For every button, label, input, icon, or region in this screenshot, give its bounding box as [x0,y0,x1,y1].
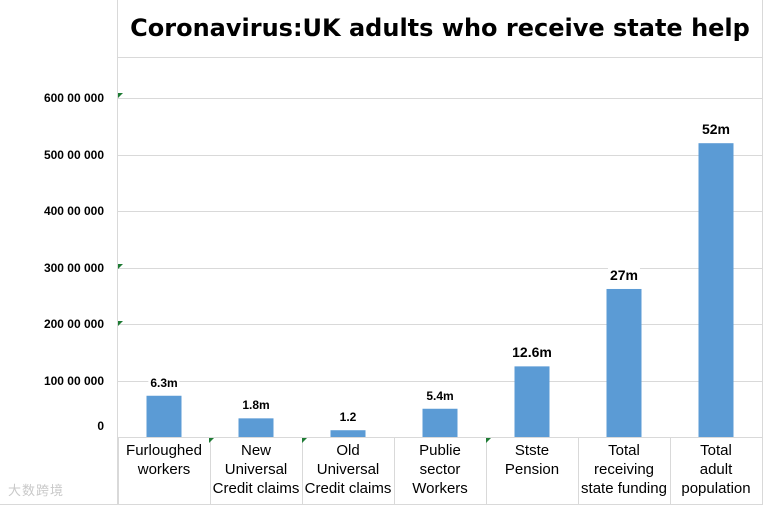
category-label: Stste Pension [504,442,560,478]
category-label: Total adult population [681,442,751,497]
bar [330,430,366,437]
cell-marker [209,438,214,443]
cell-marker [486,438,491,443]
chart-title: Coronavirus:UK adults who receive state … [130,14,750,42]
y-tick-label: 400 00 000 [43,204,104,218]
cell-marker [118,321,123,326]
cell-marker [118,93,123,98]
bar [606,288,642,437]
category-label: Furloughed workers [126,442,202,478]
y-tick-label: 200 00 000 [43,317,104,331]
data-label: 52m [699,121,733,138]
data-label: 12.6m [510,344,554,361]
category-label: New Universal Credit claims [212,442,300,497]
y-tick-label: 500 00 000 [43,147,104,162]
y-tick-label: 300 00 000 [43,260,104,275]
bar [238,418,274,437]
data-label: 6.3m [148,375,180,390]
y-tick-label: 600 00 000 [43,91,104,105]
y-tick-label: 0 [97,419,104,433]
bar [698,143,734,437]
cell-marker [118,264,123,269]
data-label: 1.8m [240,398,272,413]
bar [514,366,550,437]
data-label: 1.2 [337,410,359,425]
category-label: Total receiving state funding [581,442,667,497]
data-label: 27m [607,266,641,283]
cell-marker [302,438,307,443]
y-tick-label: 100 00 000 [43,373,104,388]
watermark-text: 大数跨境 [8,483,65,498]
data-label: 5.4m [424,388,456,403]
bar [422,408,458,437]
category-label: Publie sector Workers [412,442,468,497]
bar [146,395,182,437]
category-label: Old Universal Credit claims [304,442,392,497]
